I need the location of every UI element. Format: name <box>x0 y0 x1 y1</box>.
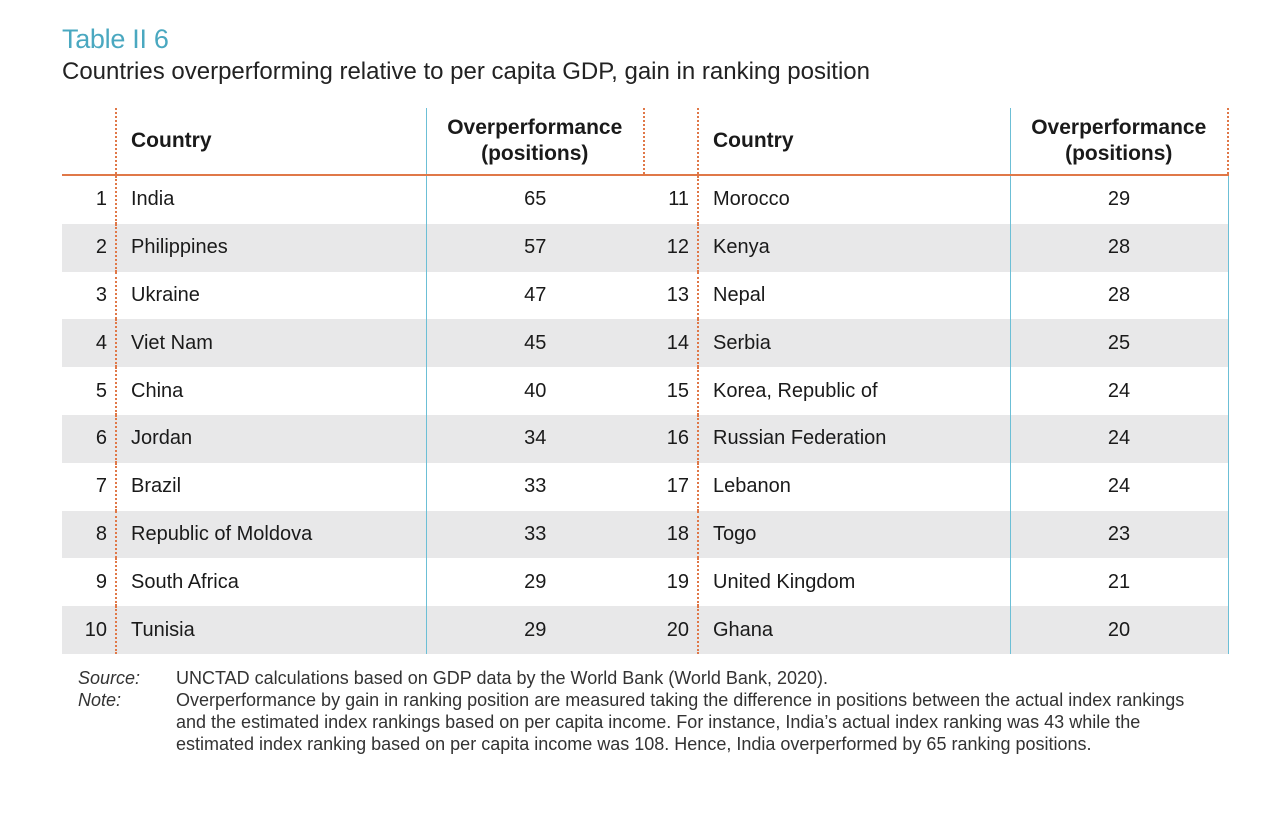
header-rank-right <box>644 108 699 176</box>
value-cell: 29 <box>426 606 644 654</box>
table-row: 1 India 65 11 Morocco 29 <box>62 175 1229 224</box>
table-title: Countries overperforming relative to per… <box>62 58 870 85</box>
country-cell: Viet Nam <box>116 319 427 368</box>
value-cell: 33 <box>426 510 644 559</box>
table-header-row: Country Overperformance (positions) Coun… <box>62 108 1229 176</box>
value-cell: 45 <box>426 319 644 368</box>
header-country-right: Country <box>698 108 1011 176</box>
rank-cell: 18 <box>644 510 699 559</box>
country-cell: Republic of Moldova <box>116 510 427 559</box>
rank-cell: 7 <box>62 462 117 511</box>
table-row: 10 Tunisia 29 20 Ghana 20 <box>62 606 1229 654</box>
table-row: 6 Jordan 34 16 Russian Federation 24 <box>62 414 1229 463</box>
value-cell: 25 <box>1010 319 1229 368</box>
rank-cell: 1 <box>62 175 117 224</box>
rank-cell: 15 <box>644 367 699 415</box>
rank-cell: 11 <box>644 175 699 224</box>
rank-cell: 14 <box>644 319 699 368</box>
table-body: 1 India 65 11 Morocco 29 2 Philippines 5… <box>62 175 1229 654</box>
table-row: 4 Viet Nam 45 14 Serbia 25 <box>62 319 1229 368</box>
header-rank-left <box>62 108 117 176</box>
country-cell: China <box>116 367 427 415</box>
note-text: Overperformance by gain in ranking posit… <box>176 690 1185 754</box>
value-cell: 29 <box>524 570 547 593</box>
country-cell: Kenya <box>698 223 1011 272</box>
value-cell: 28 <box>1010 223 1229 272</box>
table-label: Table II 6 <box>62 24 169 54</box>
value-cell: 47 <box>524 283 547 306</box>
table-row: 7 Brazil 33 17 Lebanon 24 <box>62 462 1229 511</box>
country-cell: Lebanon <box>698 462 1011 511</box>
table-row: 5 China 40 15 Korea, Republic of 24 <box>62 367 1229 415</box>
value-cell: 24 <box>1010 414 1229 463</box>
value-cell: 21 <box>1010 558 1229 607</box>
header-country-left: Country <box>116 108 427 176</box>
value-cell: 24 <box>1010 462 1229 511</box>
header-overperformance-left: Overperformance (positions) <box>426 108 645 176</box>
country-cell: United Kingdom <box>698 558 1011 607</box>
rank-cell: 6 <box>62 414 117 463</box>
rank-cell: 13 <box>644 271 699 320</box>
rank-cell: 12 <box>644 223 699 272</box>
table-row: 2 Philippines 57 12 Kenya 28 <box>62 223 1229 272</box>
value-cell: 65 <box>524 188 547 211</box>
header-overperformance-right: Overperformance (positions) <box>1010 108 1229 176</box>
country-cell: Tunisia <box>116 606 427 654</box>
rank-cell: 17 <box>644 462 699 511</box>
table-notes: Source: UNCTAD calculations based on GDP… <box>78 667 1218 755</box>
note-label: Note: <box>78 690 122 710</box>
table-row: 9 South Africa 29 19 United Kingdom 21 <box>62 558 1229 607</box>
country-cell: Brazil <box>116 462 427 511</box>
country-cell: Korea, Republic of <box>698 367 1011 415</box>
explanatory-note: Note: Overperformance by gain in ranking… <box>78 689 1218 755</box>
country-cell: Ukraine <box>116 271 427 320</box>
value-cell: 57 <box>426 223 644 272</box>
country-cell: Russian Federation <box>698 414 1011 463</box>
value-cell: 20 <box>1010 606 1229 654</box>
value-cell: 28 <box>1010 271 1229 320</box>
value-cell: 40 <box>524 379 547 402</box>
value-cell: 29 <box>1010 175 1229 224</box>
country-cell: Togo <box>698 510 1011 559</box>
value-cell: 34 <box>426 414 644 463</box>
rank-cell: 9 <box>62 558 117 607</box>
country-cell: India <box>116 175 427 224</box>
rank-cell: 3 <box>62 271 117 320</box>
rank-cell: 20 <box>644 606 699 654</box>
rank-cell: 10 <box>62 606 117 654</box>
rank-cell: 8 <box>62 510 117 559</box>
country-cell: Philippines <box>116 223 427 272</box>
rank-cell: 2 <box>62 223 117 272</box>
country-cell: Ghana <box>698 606 1011 654</box>
rank-cell: 4 <box>62 319 117 368</box>
value-cell: 33 <box>524 475 547 498</box>
rank-cell: 16 <box>644 414 699 463</box>
rank-cell: 19 <box>644 558 699 607</box>
country-cell: South Africa <box>116 558 427 607</box>
country-cell: Serbia <box>698 319 1011 368</box>
source-label: Source: <box>78 668 141 688</box>
overperformance-table: Country Overperformance (positions) Coun… <box>62 108 1229 654</box>
table-row: 8 Republic of Moldova 33 18 Togo 23 <box>62 510 1229 559</box>
source-note: Source: UNCTAD calculations based on GDP… <box>78 667 1218 689</box>
source-text: UNCTAD calculations based on GDP data by… <box>176 668 828 688</box>
country-cell: Morocco <box>698 175 1011 224</box>
table-row: 3 Ukraine 47 13 Nepal 28 <box>62 271 1229 320</box>
value-cell: 24 <box>1010 367 1229 415</box>
rank-cell: 5 <box>62 367 117 415</box>
value-cell: 23 <box>1010 510 1229 559</box>
country-cell: Jordan <box>116 414 427 463</box>
country-cell: Nepal <box>698 271 1011 320</box>
